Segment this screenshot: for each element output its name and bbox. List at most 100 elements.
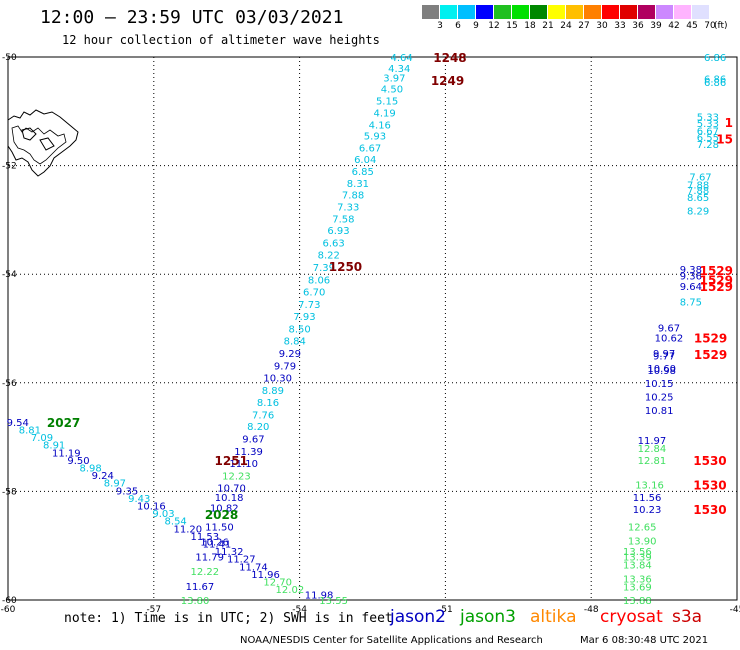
wave-height-value: 5.15 — [376, 96, 398, 107]
scale-swatch — [638, 5, 655, 19]
pass-time-label: 2028 — [205, 508, 238, 522]
lat-tick-label: -50 — [2, 53, 17, 63]
wave-height-value: 11.27 — [227, 555, 256, 566]
scale-swatch — [458, 5, 475, 19]
legend-item-jason2: jason2 — [390, 607, 446, 627]
wave-height-value: 13.16 — [635, 480, 664, 491]
wave-height-value: 8.50 — [288, 325, 310, 336]
scale-label: 24 — [560, 21, 572, 31]
lat-tick-label: -56 — [2, 379, 17, 389]
wave-height-value: 4.19 — [374, 108, 396, 119]
scale-label: 36 — [632, 21, 644, 31]
wave-height-value: 7.28 — [697, 140, 719, 151]
wave-height-value: 9.38 — [680, 265, 702, 276]
pass-time-label: 1529 — [700, 274, 733, 288]
wave-height-value: 10.18 — [215, 493, 244, 504]
scale-swatch — [656, 5, 673, 19]
wave-height-value: 8.98 — [79, 464, 101, 475]
scale-label: 33 — [614, 21, 626, 31]
wave-height-value: 7.58 — [332, 214, 354, 225]
legend-item-altika: altika — [530, 607, 577, 627]
wave-height-value: 4.16 — [369, 120, 391, 131]
scale-swatch — [422, 5, 439, 19]
wave-height-value: 8.54 — [165, 517, 187, 528]
scale-unit: (ft) — [714, 21, 728, 31]
wave-height-value: 11.74 — [239, 562, 268, 573]
wave-height-value: 9.24 — [92, 471, 114, 482]
scale-label: 6 — [455, 21, 461, 31]
scale-label: 70 — [704, 21, 716, 31]
lat-tick-label: -52 — [2, 162, 17, 172]
pass-time-label: 1250 — [329, 260, 362, 274]
wave-height-value: 6.67 — [359, 144, 381, 155]
wave-height-value: 5.33 — [697, 113, 719, 124]
pass-time-label: 1530 — [693, 478, 726, 492]
wave-height-value: 10.30 — [263, 373, 292, 384]
wave-height-value: 12.22 — [191, 567, 220, 578]
scale-swatch — [584, 5, 601, 19]
wave-height-value: 8.20 — [247, 422, 269, 433]
wave-height-value: 6.70 — [303, 288, 325, 299]
wave-height-value: 7.76 — [252, 410, 274, 421]
wave-height-value: 11.79 — [195, 553, 224, 564]
wave-height-value: 9.43 — [128, 494, 150, 505]
pass-time-label: 15 — [716, 132, 733, 146]
wave-height-value: 10.25 — [645, 392, 674, 403]
scale-swatch — [602, 5, 619, 19]
falkland-islands-coast — [11, 125, 67, 165]
wave-height-value: 6.04 — [354, 155, 376, 166]
legend-item-cryosat: cryosat — [600, 607, 663, 627]
lon-tick-label: -45 — [730, 605, 740, 615]
note-text: note: 1) Time is in UTC; 2) SWH is in fe… — [64, 611, 393, 626]
wave-height-value: 8.29 — [687, 207, 709, 218]
scale-label: 9 — [473, 21, 479, 31]
wave-height-value: 4.34 — [388, 64, 410, 75]
wave-height-value: 7.33 — [337, 202, 359, 213]
wave-height-value: 11.19 — [52, 448, 81, 459]
wave-height-value: 13.55 — [319, 596, 348, 607]
wave-height-value: 11.67 — [186, 582, 215, 593]
pass-time-label: 1248 — [433, 51, 466, 65]
scale-swatch — [476, 5, 493, 19]
wave-height-value: 7.88 — [342, 190, 364, 201]
scale-swatch — [620, 5, 637, 19]
lon-tick-label: -51 — [438, 605, 453, 615]
pass-time-label: 1530 — [693, 454, 726, 468]
wave-height-value: 11.97 — [638, 436, 667, 447]
wave-height-value: 11.39 — [234, 447, 263, 458]
wave-height-value: 4.50 — [381, 84, 403, 95]
wave-height-value: 11.98 — [305, 591, 334, 602]
wave-height-value: 8.97 — [104, 479, 126, 490]
wave-height-value: 5.93 — [364, 132, 386, 143]
wave-height-value: 9.67 — [658, 323, 680, 334]
wave-height-value: 10.62 — [655, 334, 684, 345]
page-subtitle: 12 hour collection of altimeter wave hei… — [62, 33, 380, 47]
scale-label: 42 — [668, 21, 680, 31]
wave-height-value: 8.22 — [318, 251, 340, 262]
pass-time-label: 1529 — [700, 280, 733, 294]
page-title: 12:00 — 23:59 UTC 03/03/2021 — [40, 7, 344, 28]
wave-height-value: 10.82 — [210, 504, 239, 515]
wave-height-value: 9.35 — [116, 486, 138, 497]
pass-time-label: 1530 — [693, 503, 726, 517]
wave-height-value: 9.50 — [67, 456, 89, 467]
wave-height-value: 8.16 — [257, 398, 279, 409]
wave-height-value: 11.50 — [205, 523, 234, 534]
footer-timestamp: Mar 6 08:30:48 UTC 2021 — [580, 635, 709, 646]
wave-height-value: 10.26 — [200, 537, 229, 548]
scale-swatch — [548, 5, 565, 19]
scale-swatch — [530, 5, 547, 19]
wave-height-value: 12.81 — [638, 456, 667, 467]
wave-height-value: 8.91 — [43, 441, 65, 452]
wave-height-value: 13.36 — [623, 574, 652, 585]
wave-height-value: 8.31 — [347, 179, 369, 190]
wave-height-value: 6.86 — [704, 53, 726, 64]
scale-swatch — [674, 5, 691, 19]
wave-height-value: 11.41 — [203, 540, 232, 551]
wave-height-value: 11.20 — [173, 524, 202, 535]
wave-height-value: 9.97 — [653, 349, 675, 360]
wave-height-value: 13.56 — [623, 547, 652, 558]
wave-height-value: 10.81 — [645, 406, 674, 417]
wave-height-value: 12.70 — [263, 578, 292, 589]
